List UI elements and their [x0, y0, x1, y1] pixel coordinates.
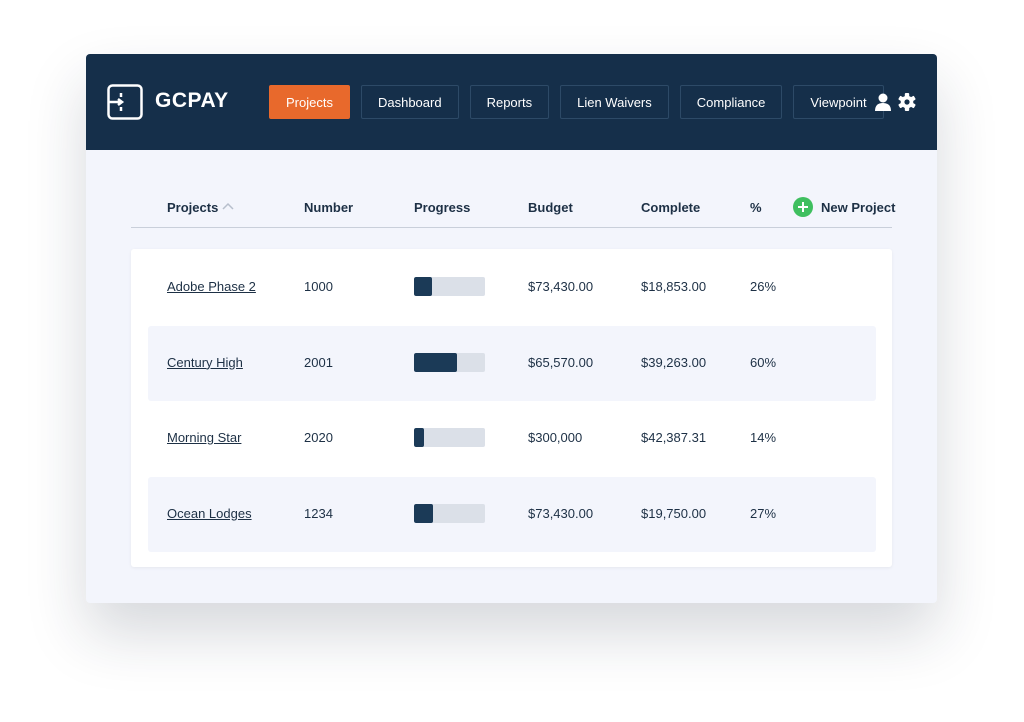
user-icon[interactable] [875, 93, 891, 111]
complete: $39,263.00 [641, 354, 707, 370]
project-link[interactable]: Ocean Lodges [167, 505, 252, 521]
sort-indicator[interactable] [222, 202, 234, 210]
project-number: 1234 [304, 505, 333, 521]
column-header: Complete [641, 200, 701, 215]
nav-button[interactable]: Projects [269, 85, 350, 119]
table-card: Adobe Phase 2 1000 $73,430.00 $18,853.00 26%… [131, 249, 892, 567]
complete: $19,750.00 [641, 505, 707, 521]
column-header[interactable]: Projects [167, 200, 219, 215]
percent: 60% [750, 354, 777, 370]
project-number: 2020 [304, 430, 333, 445]
budget: $73,430.00 [528, 505, 594, 521]
project-number: 1000 [304, 279, 333, 294]
nav-button[interactable]: Lien Waivers [560, 85, 669, 119]
divider [131, 227, 892, 228]
nav-button[interactable]: Viewpoint [793, 85, 884, 119]
progress-track [414, 277, 485, 296]
new-project-button[interactable]: New Project [821, 200, 896, 215]
budget: $300,000 [528, 430, 583, 445]
progress-track [414, 428, 485, 447]
column-header: Number [304, 200, 354, 215]
header: GCPAY Projects Dashboard Reports Lien Waive… [86, 54, 937, 150]
progress-fill [414, 503, 434, 523]
percent: 26% [750, 279, 777, 294]
progress-track [414, 352, 485, 372]
project-link[interactable]: Morning Star [167, 430, 242, 445]
app-window: GCPAY Projects Dashboard Reports Lien Waive… [86, 54, 937, 603]
nav-button[interactable]: Reports [469, 85, 550, 119]
project-number: 2001 [304, 354, 333, 370]
progress-fill [414, 277, 433, 296]
project-link[interactable]: Century High [167, 354, 243, 370]
settings-icon[interactable] [898, 93, 916, 111]
new-project-icon[interactable] [793, 197, 813, 217]
row-band [148, 325, 876, 401]
row-band [148, 476, 876, 552]
column-header: % [750, 200, 762, 215]
percent: 27% [750, 505, 777, 521]
complete: $42,387.31 [641, 430, 707, 445]
nav-button[interactable]: Compliance [679, 85, 783, 119]
column-header: Budget [528, 200, 573, 215]
progress-track [414, 503, 485, 523]
complete: $18,853.00 [641, 279, 707, 294]
percent: 14% [750, 430, 777, 445]
progress-fill [414, 352, 457, 372]
budget: $73,430.00 [528, 279, 594, 294]
brand: GCPAY [155, 89, 229, 112]
nav: Projects Dashboard Reports Lien Waivers Comp… [269, 85, 884, 119]
project-link[interactable]: Adobe Phase 2 [167, 279, 256, 294]
progress-fill [414, 428, 424, 447]
column-header: Progress [414, 200, 471, 215]
logo-icon [107, 84, 143, 120]
nav-button[interactable]: Dashboard [360, 85, 459, 119]
budget: $65,570.00 [528, 354, 594, 370]
